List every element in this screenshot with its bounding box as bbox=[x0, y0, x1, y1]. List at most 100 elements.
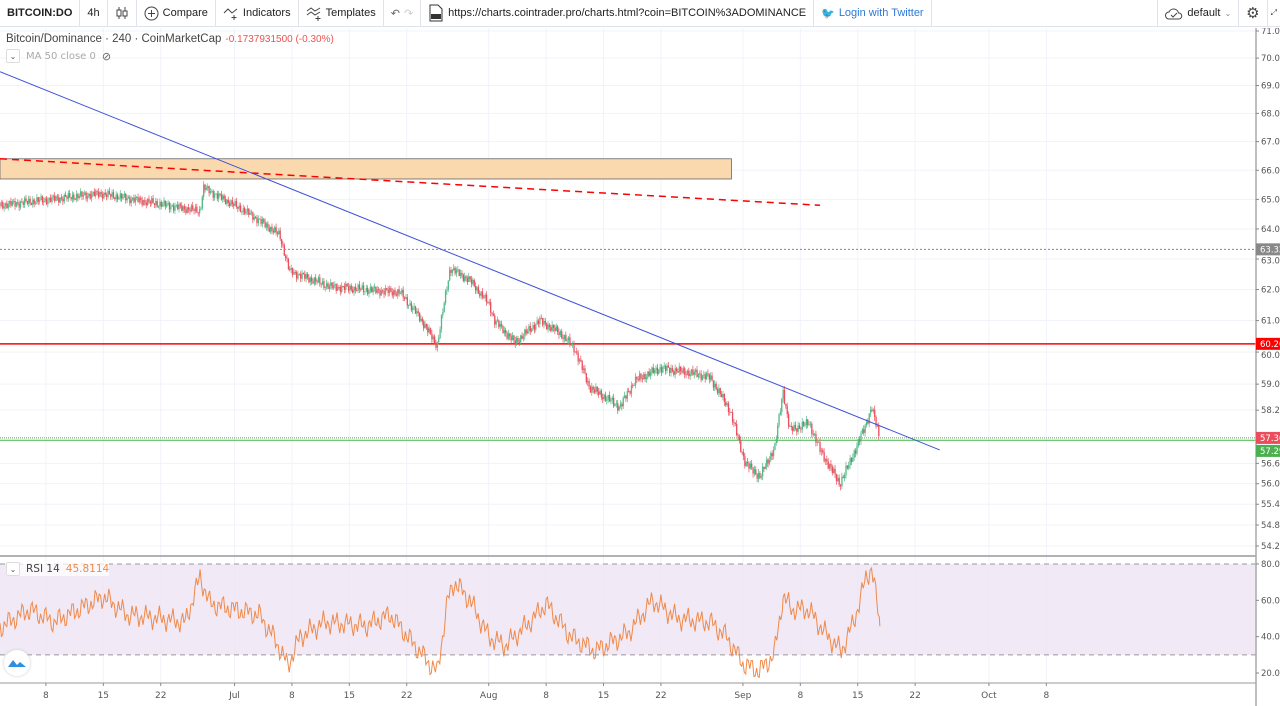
candle-body bbox=[737, 435, 739, 437]
time-tick-label: 8 bbox=[797, 691, 803, 701]
settings-button[interactable]: ⚙ bbox=[1239, 0, 1268, 26]
candle-body bbox=[304, 274, 306, 279]
candle-body bbox=[341, 285, 343, 292]
candle-body bbox=[30, 203, 33, 205]
candle-body bbox=[353, 286, 355, 293]
candle-body bbox=[550, 327, 552, 331]
price-tick-label: 67.00 bbox=[1261, 138, 1280, 148]
gear-icon: ⚙ bbox=[1246, 5, 1260, 22]
candle-body bbox=[108, 190, 111, 195]
collapse-rsi-button[interactable]: ⌄ bbox=[6, 562, 20, 576]
candle-body bbox=[101, 194, 104, 199]
eye-hidden-icon[interactable]: ⊘ bbox=[101, 49, 112, 63]
candle-body bbox=[220, 194, 223, 200]
candle-body bbox=[28, 198, 30, 204]
symbol-button[interactable]: BITCOIN:DO bbox=[0, 0, 81, 26]
candle-body bbox=[320, 283, 322, 285]
candle-body bbox=[13, 201, 15, 202]
candle-body bbox=[2, 202, 4, 209]
templates-icon bbox=[306, 6, 322, 21]
candle-body bbox=[792, 427, 794, 431]
candle-body bbox=[308, 277, 310, 283]
candle-body bbox=[793, 424, 795, 431]
candle-body bbox=[227, 199, 229, 204]
fullscreen-button[interactable]: ⤢ bbox=[1268, 0, 1280, 26]
candle-body bbox=[603, 394, 605, 400]
cointrader-logo[interactable] bbox=[4, 650, 30, 676]
candle-body bbox=[285, 255, 287, 259]
rsi-tick-label: 20.00 bbox=[1261, 669, 1280, 679]
candle-body bbox=[290, 267, 292, 270]
candle-body bbox=[19, 201, 22, 208]
candle-body bbox=[654, 369, 656, 374]
candle-body bbox=[496, 320, 499, 322]
candle-body bbox=[115, 194, 117, 200]
candle-body bbox=[438, 338, 440, 343]
url-field[interactable]: https://charts.cointrader.pro/charts.htm… bbox=[421, 0, 815, 26]
candle-body bbox=[606, 399, 608, 401]
candle-body bbox=[104, 192, 106, 195]
candle-body bbox=[233, 203, 235, 206]
candle-body bbox=[852, 457, 854, 462]
candle-body bbox=[62, 198, 64, 202]
candle-body bbox=[584, 368, 586, 374]
collapse-legend-button[interactable]: ⌄ bbox=[6, 49, 20, 63]
compare-button[interactable]: Compare bbox=[137, 0, 216, 26]
candle-body bbox=[114, 197, 116, 200]
candle-body bbox=[77, 193, 79, 198]
candle-body bbox=[321, 281, 324, 285]
candle-body bbox=[73, 194, 75, 200]
price-tick-label: 56.00 bbox=[1261, 480, 1280, 490]
candle-body bbox=[380, 290, 382, 296]
interval-button[interactable]: 4h bbox=[80, 0, 108, 26]
candle-body bbox=[563, 334, 566, 340]
candle-body bbox=[52, 195, 54, 198]
indicators-button[interactable]: Indicators bbox=[216, 0, 299, 26]
candle-body bbox=[648, 371, 650, 376]
candle-body bbox=[565, 334, 567, 342]
candle-body bbox=[182, 206, 184, 211]
login-twitter-button[interactable]: 🐦 Login with Twitter bbox=[814, 0, 932, 26]
chart-type-button[interactable] bbox=[108, 0, 137, 26]
candle-body bbox=[291, 267, 294, 275]
candle-body bbox=[634, 376, 637, 386]
candle-body bbox=[377, 289, 380, 291]
candle-body bbox=[25, 198, 27, 202]
candle-body bbox=[485, 294, 488, 303]
candle-body bbox=[43, 200, 45, 203]
candle-body bbox=[669, 367, 671, 373]
redo-icon[interactable]: ↷ bbox=[403, 7, 414, 20]
candle-body bbox=[730, 412, 732, 413]
candle-body bbox=[766, 459, 768, 467]
time-tick-label: 8 bbox=[289, 691, 295, 701]
candle-body bbox=[434, 336, 436, 344]
candle-body bbox=[198, 209, 201, 214]
candle-body bbox=[674, 368, 676, 375]
undo-icon[interactable]: ↶ bbox=[390, 7, 400, 20]
candle-body bbox=[731, 412, 734, 423]
twitter-icon: 🐦 bbox=[821, 7, 835, 20]
candle-body bbox=[54, 195, 56, 201]
candle-body bbox=[56, 196, 59, 198]
candle-body bbox=[592, 386, 594, 390]
candle-body bbox=[611, 397, 613, 400]
candle-body bbox=[347, 286, 350, 291]
layout-button[interactable]: default ⌄ bbox=[1157, 0, 1240, 26]
templates-button[interactable]: Templates bbox=[299, 0, 384, 26]
candle-body bbox=[246, 208, 249, 212]
candle-body bbox=[343, 286, 346, 290]
candle-body bbox=[876, 426, 879, 427]
candle-body bbox=[286, 258, 288, 259]
candle-body bbox=[746, 462, 749, 464]
candle-body bbox=[204, 184, 206, 191]
candle-body bbox=[826, 459, 828, 462]
candle-body bbox=[505, 330, 507, 334]
candle-body bbox=[567, 337, 570, 341]
candle-body bbox=[509, 333, 511, 337]
candle-body bbox=[822, 450, 824, 453]
candle-body bbox=[576, 351, 578, 353]
chart-canvas[interactable]: 71.00 70.00 69.00 68.00 67.00 66.00 65.00 64.00… bbox=[0, 28, 1280, 706]
candle-body bbox=[704, 374, 706, 380]
candle-body bbox=[300, 274, 302, 279]
candle-body bbox=[671, 368, 674, 372]
